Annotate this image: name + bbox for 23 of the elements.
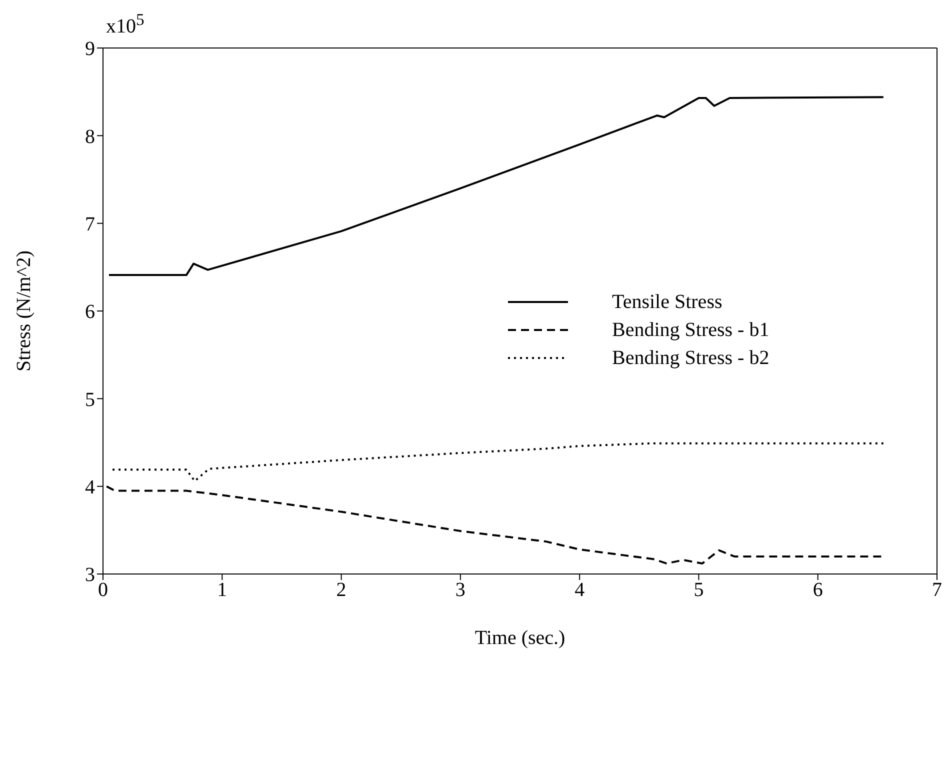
x-axis-title: Time (sec.) bbox=[474, 627, 566, 649]
y-tick-label: 3 bbox=[85, 564, 95, 586]
line-series bbox=[108, 96, 884, 276]
y-tick-label: 7 bbox=[85, 213, 95, 236]
x-tick-label: 3 bbox=[455, 579, 466, 602]
x-tick-label: 5 bbox=[694, 579, 704, 602]
y-tick-label: 5 bbox=[85, 388, 95, 411]
x-tick-label: 7 bbox=[932, 579, 942, 602]
x-tick-label: 6 bbox=[812, 579, 823, 602]
x-tick-label: 2 bbox=[336, 579, 346, 602]
legend-label: Bending Stress - b1 bbox=[612, 318, 770, 342]
y-tick-label: 6 bbox=[85, 301, 95, 324]
y-tick-label: 9 bbox=[85, 38, 95, 60]
x-tick-label: 1 bbox=[217, 579, 228, 602]
line-series bbox=[112, 442, 884, 482]
legend-label: Tensile Stress bbox=[612, 290, 722, 314]
text: x10$^{5}$ bbox=[106, 10, 144, 39]
x-tick-label: 4 bbox=[574, 579, 585, 602]
y-tick-label: 4 bbox=[85, 476, 95, 498]
x-tick-label: 0 bbox=[98, 579, 108, 602]
y-axis-title: Stress (N/m^2) bbox=[13, 250, 36, 372]
y-tick-label: 8 bbox=[85, 126, 95, 148]
legend-label: Bending Stress - b2 bbox=[612, 346, 770, 370]
